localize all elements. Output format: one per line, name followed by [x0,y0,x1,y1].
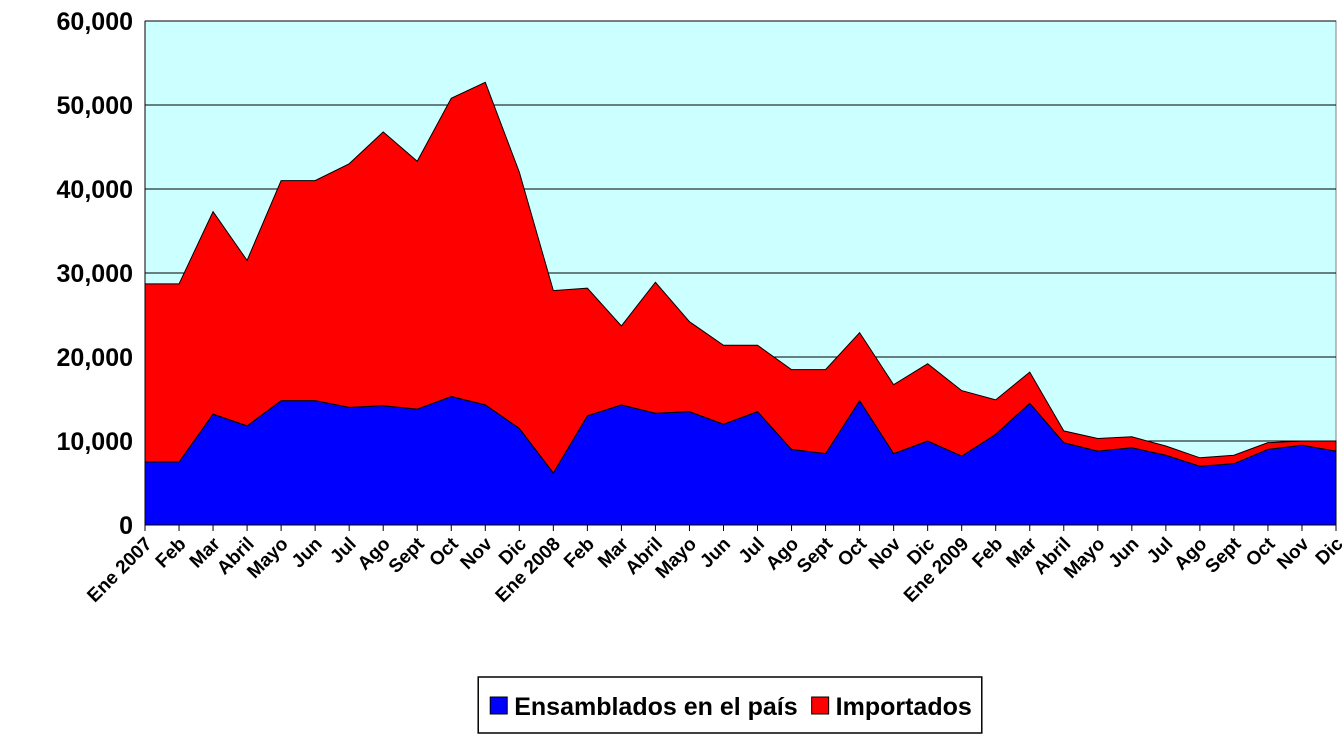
x-tick-label: Oct [1242,533,1280,571]
x-tick-label: Ene 2009 [900,534,973,607]
x-tick-label: Sept [1201,533,1245,577]
x-tick-label: Feb [969,534,1008,573]
legend-label: Importados [836,693,972,721]
x-tick-label: Dic [1312,533,1344,569]
x-tick-label: Nov [457,533,498,574]
y-tick-label: 60,000 [57,8,133,36]
x-tick-label: Feb [560,534,599,573]
legend-swatch [489,696,508,715]
x-tick-label: Oct [426,533,464,571]
y-tick-label: 0 [119,512,133,540]
x-tick-label: Sept [385,533,429,577]
x-tick-label: Jun [288,534,327,573]
x-tick-label: Nov [865,533,906,574]
x-tick-label: Ago [762,534,803,575]
legend: Ensamblados en el país Importados [477,676,983,734]
x-tick-label: Sept [793,533,837,577]
legend-label: Ensamblados en el país [514,693,797,721]
x-tick-label: Ago [1170,534,1211,575]
x-tick-label: Feb [152,534,191,573]
legend-swatch [811,696,830,715]
x-tick-label: Ene 2008 [492,534,565,607]
legend-box [477,676,983,734]
area [144,81,1337,474]
y-tick-label: 20,000 [57,344,133,372]
x-tick-label: Ene 2007 [83,534,156,607]
y-tick-label: 10,000 [57,428,133,456]
y-tick-label: 40,000 [57,176,133,204]
y-tick-label: 50,000 [57,92,133,120]
x-tick-label: Jun [696,534,735,573]
x-tick-label: Jun [1105,534,1144,573]
x-tick-label: Nov [1273,533,1314,574]
y-tick-label: 30,000 [57,260,133,288]
x-tick-label: Ago [354,534,395,575]
x-tick-label: Oct [834,533,872,571]
